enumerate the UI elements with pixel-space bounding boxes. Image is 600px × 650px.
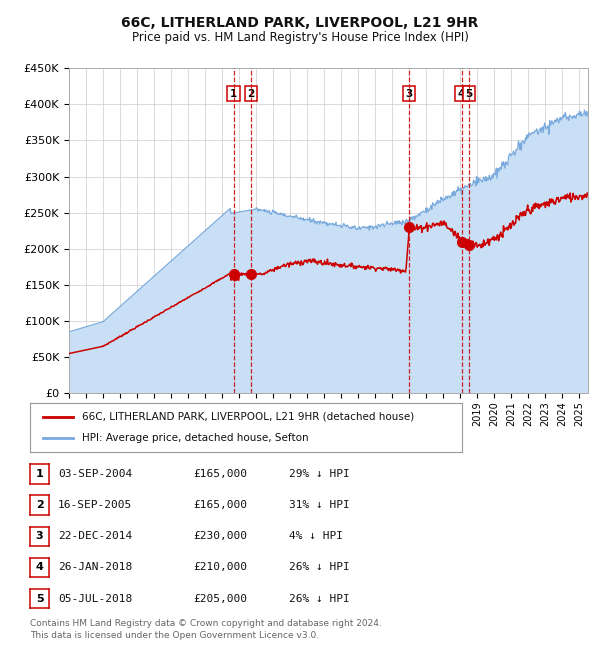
Text: £205,000: £205,000 [193,593,247,604]
Text: 2: 2 [36,500,43,510]
Text: 26-JAN-2018: 26-JAN-2018 [58,562,133,573]
Text: 4: 4 [458,88,465,99]
Text: 1: 1 [36,469,43,479]
Text: £165,000: £165,000 [193,500,247,510]
Text: 03-SEP-2004: 03-SEP-2004 [58,469,133,479]
Text: 66C, LITHERLAND PARK, LIVERPOOL, L21 9HR: 66C, LITHERLAND PARK, LIVERPOOL, L21 9HR [121,16,479,31]
Text: Contains HM Land Registry data © Crown copyright and database right 2024.
This d: Contains HM Land Registry data © Crown c… [30,619,382,640]
Text: Price paid vs. HM Land Registry's House Price Index (HPI): Price paid vs. HM Land Registry's House … [131,31,469,44]
Text: 29% ↓ HPI: 29% ↓ HPI [289,469,350,479]
Text: 3: 3 [36,531,43,541]
Text: 26% ↓ HPI: 26% ↓ HPI [289,593,350,604]
Text: 05-JUL-2018: 05-JUL-2018 [58,593,133,604]
Text: 26% ↓ HPI: 26% ↓ HPI [289,562,350,573]
Text: 4: 4 [35,562,44,573]
Text: £230,000: £230,000 [193,531,247,541]
Text: 3: 3 [406,88,413,99]
Text: 5: 5 [466,88,473,99]
Text: 16-SEP-2005: 16-SEP-2005 [58,500,133,510]
Text: 2: 2 [248,88,255,99]
Text: 4% ↓ HPI: 4% ↓ HPI [289,531,343,541]
Text: HPI: Average price, detached house, Sefton: HPI: Average price, detached house, Seft… [82,433,308,443]
Text: 22-DEC-2014: 22-DEC-2014 [58,531,133,541]
Text: 66C, LITHERLAND PARK, LIVERPOOL, L21 9HR (detached house): 66C, LITHERLAND PARK, LIVERPOOL, L21 9HR… [82,411,414,422]
Text: £210,000: £210,000 [193,562,247,573]
Text: 5: 5 [36,593,43,604]
Text: £165,000: £165,000 [193,469,247,479]
Text: 31% ↓ HPI: 31% ↓ HPI [289,500,350,510]
Text: 1: 1 [230,88,237,99]
